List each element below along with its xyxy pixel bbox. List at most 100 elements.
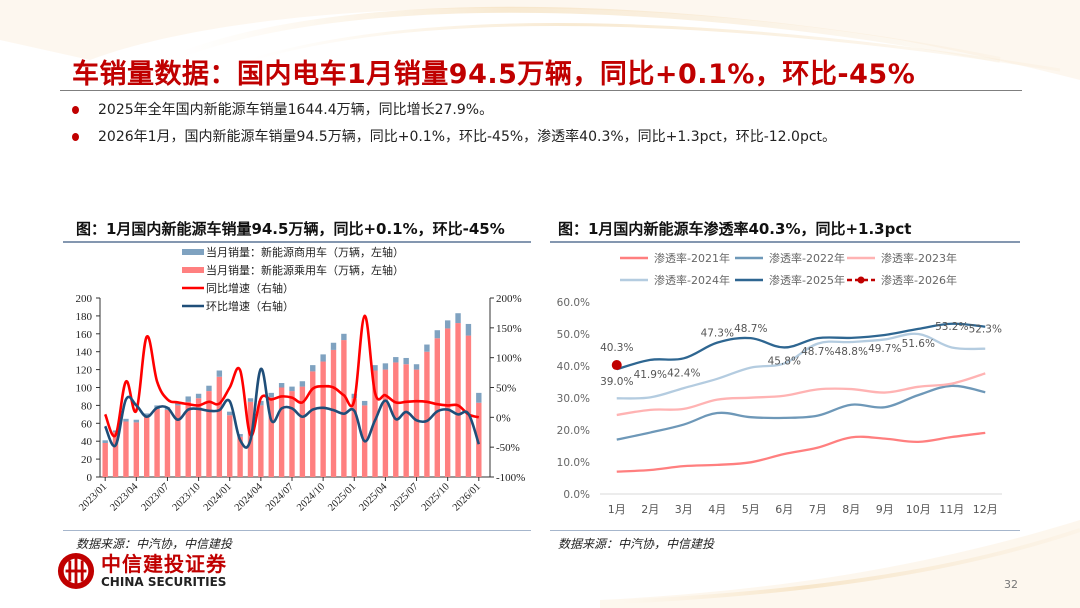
data-label-2025: 45.8% xyxy=(768,355,801,367)
bullet-text: 2026年1月，国内新能源车销量94.5万辆，同比+0.1%，环比-45%，渗透… xyxy=(98,129,837,145)
legend-marker-icon xyxy=(857,276,865,284)
bar-commercial xyxy=(195,393,202,399)
page-title: 车销量数据：国内电车1月销量94.5万辆，同比+0.1%，环比-45% xyxy=(72,59,916,90)
x-axis-tick-label: 2023/10 xyxy=(171,481,203,513)
bar-commercial xyxy=(320,354,326,362)
x-axis-tick-label: 3月 xyxy=(675,503,693,516)
bar-passenger xyxy=(424,351,430,477)
bar-passenger xyxy=(341,340,347,477)
bar-passenger xyxy=(154,408,160,477)
left-axis-tick-label: 100 xyxy=(76,383,93,395)
right-axis-tick-label: 100% xyxy=(496,353,522,365)
data-label-2025: 52.3% xyxy=(969,324,1002,336)
bar-passenger xyxy=(444,328,451,477)
legend-label: 渗透率-2023年 xyxy=(881,251,957,265)
figure2-source: 数据来源：中汽协，中信建投 xyxy=(558,537,715,551)
figure2-bottom-rule xyxy=(550,530,1020,531)
title-divider xyxy=(60,90,1022,91)
bar-commercial xyxy=(268,392,274,398)
right-axis-tick-label: -50% xyxy=(496,442,520,454)
left-axis-tick-label: 120 xyxy=(76,365,93,377)
x-axis-tick-label: 2023/07 xyxy=(139,481,171,513)
bar-passenger xyxy=(330,349,337,477)
x-axis-tick-label: 2025/04 xyxy=(357,481,390,514)
legend-label: 渗透率-2022年 xyxy=(769,251,845,265)
bar-commercial xyxy=(424,344,430,352)
bullet-item: 2025年全年国内新能源车销量1644.4万辆，同比增长27.9%。 xyxy=(72,100,836,127)
x-axis-tick-label: 2025/07 xyxy=(389,481,421,513)
legend-label: 渗透率-2026年 xyxy=(881,273,957,287)
bar-passenger xyxy=(133,422,140,477)
legend-swatch-icon xyxy=(182,267,204,273)
y-axis-tick-label: 0.0% xyxy=(563,489,590,501)
bar-commercial xyxy=(361,400,368,406)
legend-label: 渗透率-2025年 xyxy=(769,273,845,287)
bar-commercial xyxy=(206,385,212,392)
x-axis-tick-label: 12月 xyxy=(973,503,998,516)
data-label-2025: 48.8% xyxy=(835,346,868,358)
bar-passenger xyxy=(102,442,108,477)
bar-commercial xyxy=(247,398,254,402)
bar-commercial xyxy=(216,370,223,377)
x-axis-tick-label: 5月 xyxy=(742,503,760,516)
x-axis-tick-label: 8月 xyxy=(842,503,860,516)
bar-passenger xyxy=(434,338,440,477)
right-axis-tick-label: 200% xyxy=(496,293,522,305)
figure1-source: 数据来源：中汽协，中信建投 xyxy=(76,537,233,551)
left-axis-tick-label: 60 xyxy=(81,418,93,430)
bar-passenger xyxy=(289,391,295,477)
bar-commercial xyxy=(476,392,482,403)
bar-commercial xyxy=(299,381,306,387)
y-axis-tick-label: 10.0% xyxy=(557,457,590,469)
x-axis-tick-label: 2025/01 xyxy=(326,481,358,513)
logo-english-name: CHINA SECURITIES xyxy=(101,575,227,589)
y-axis-tick-label: 40.0% xyxy=(557,361,590,373)
bar-commercial xyxy=(144,413,150,417)
x-axis-tick-label: 7月 xyxy=(809,503,827,516)
citic-logo-icon xyxy=(57,552,95,590)
legend-label: 渗透率-2024年 xyxy=(654,273,730,287)
left-axis-tick-label: 160 xyxy=(76,329,93,341)
penetration-line xyxy=(616,322,986,371)
bar-commercial xyxy=(133,419,140,423)
x-axis-tick-label: 9月 xyxy=(876,503,894,516)
x-axis-tick-label: 6月 xyxy=(775,503,793,516)
bar-passenger xyxy=(382,369,389,477)
bar-commercial xyxy=(310,365,316,372)
data-label-2025: 49.7% xyxy=(868,343,901,355)
bar-passenger xyxy=(310,371,316,477)
x-axis-tick-label: 2026/01 xyxy=(451,481,483,513)
data-label-2025: 48.7% xyxy=(734,323,767,335)
bar-passenger xyxy=(268,397,274,477)
data-label-2025: 42.4% xyxy=(667,367,700,379)
bar-passenger xyxy=(123,421,129,477)
right-axis-tick-label: 50% xyxy=(496,383,516,395)
point-2026 xyxy=(611,360,622,371)
bar-commercial xyxy=(413,364,420,370)
left-axis-tick-label: 140 xyxy=(76,347,93,359)
data-label-2025: 51.6% xyxy=(902,338,935,350)
bar-commercial xyxy=(330,342,337,350)
legend-label: 环比增速（右轴） xyxy=(206,299,294,313)
bar-passenger xyxy=(206,391,212,477)
bar-commercial xyxy=(393,357,399,363)
bar-commercial xyxy=(185,396,191,402)
x-axis-tick-label: 2024/01 xyxy=(202,481,234,513)
figure2-title: 图：1月国内新能源车渗透率40.3%，同比+1.3pct xyxy=(558,220,912,238)
page-number: 32 xyxy=(1004,578,1018,591)
bar-commercial xyxy=(382,363,389,370)
y-axis-tick-label: 30.0% xyxy=(557,393,590,405)
bar-commercial xyxy=(237,434,243,437)
figure1-title-rule xyxy=(63,241,531,243)
data-label-2025: 53.2% xyxy=(935,321,968,333)
bar-commercial xyxy=(102,440,108,443)
bar-commercial xyxy=(444,320,451,329)
penetration-line xyxy=(616,384,986,441)
sales-chart: 当月销量：新能源商用车（万辆，左轴） 当月销量：新能源乘用车（万辆，左轴） 同比增速… xyxy=(76,245,526,514)
bar-commercial xyxy=(403,357,409,365)
y-axis-tick-label: 20.0% xyxy=(557,425,590,437)
bar-passenger xyxy=(372,370,378,477)
right-axis-tick-label: -100% xyxy=(496,472,525,484)
x-axis-tick-label: 10月 xyxy=(906,503,931,516)
